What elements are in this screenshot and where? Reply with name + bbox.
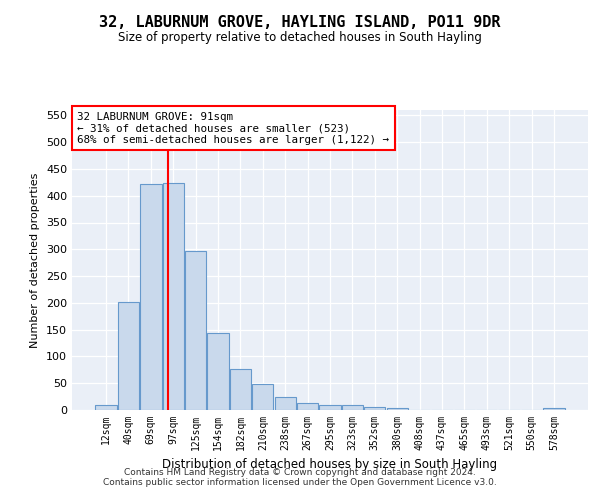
- Y-axis label: Number of detached properties: Number of detached properties: [31, 172, 40, 348]
- Bar: [163, 184, 184, 410]
- Text: Contains HM Land Registry data © Crown copyright and database right 2024.: Contains HM Land Registry data © Crown c…: [124, 468, 476, 477]
- Bar: [208, 333, 229, 410]
- Bar: [140, 184, 161, 410]
- X-axis label: Distribution of detached houses by size in South Hayling: Distribution of detached houses by size …: [163, 458, 497, 471]
- Bar: [95, 405, 117, 410]
- Text: Contains public sector information licensed under the Open Government Licence v3: Contains public sector information licen…: [103, 478, 497, 487]
- Bar: [543, 408, 565, 410]
- Text: 32 LABURNUM GROVE: 91sqm
← 31% of detached houses are smaller (523)
68% of semi-: 32 LABURNUM GROVE: 91sqm ← 31% of detach…: [77, 112, 389, 144]
- Bar: [297, 403, 318, 410]
- Bar: [386, 408, 408, 410]
- Bar: [275, 396, 296, 410]
- Bar: [342, 404, 363, 410]
- Text: Size of property relative to detached houses in South Hayling: Size of property relative to detached ho…: [118, 31, 482, 44]
- Bar: [230, 369, 251, 410]
- Bar: [118, 302, 139, 410]
- Bar: [319, 404, 341, 410]
- Bar: [252, 384, 274, 410]
- Text: 32, LABURNUM GROVE, HAYLING ISLAND, PO11 9DR: 32, LABURNUM GROVE, HAYLING ISLAND, PO11…: [99, 15, 501, 30]
- Bar: [185, 251, 206, 410]
- Bar: [364, 408, 385, 410]
